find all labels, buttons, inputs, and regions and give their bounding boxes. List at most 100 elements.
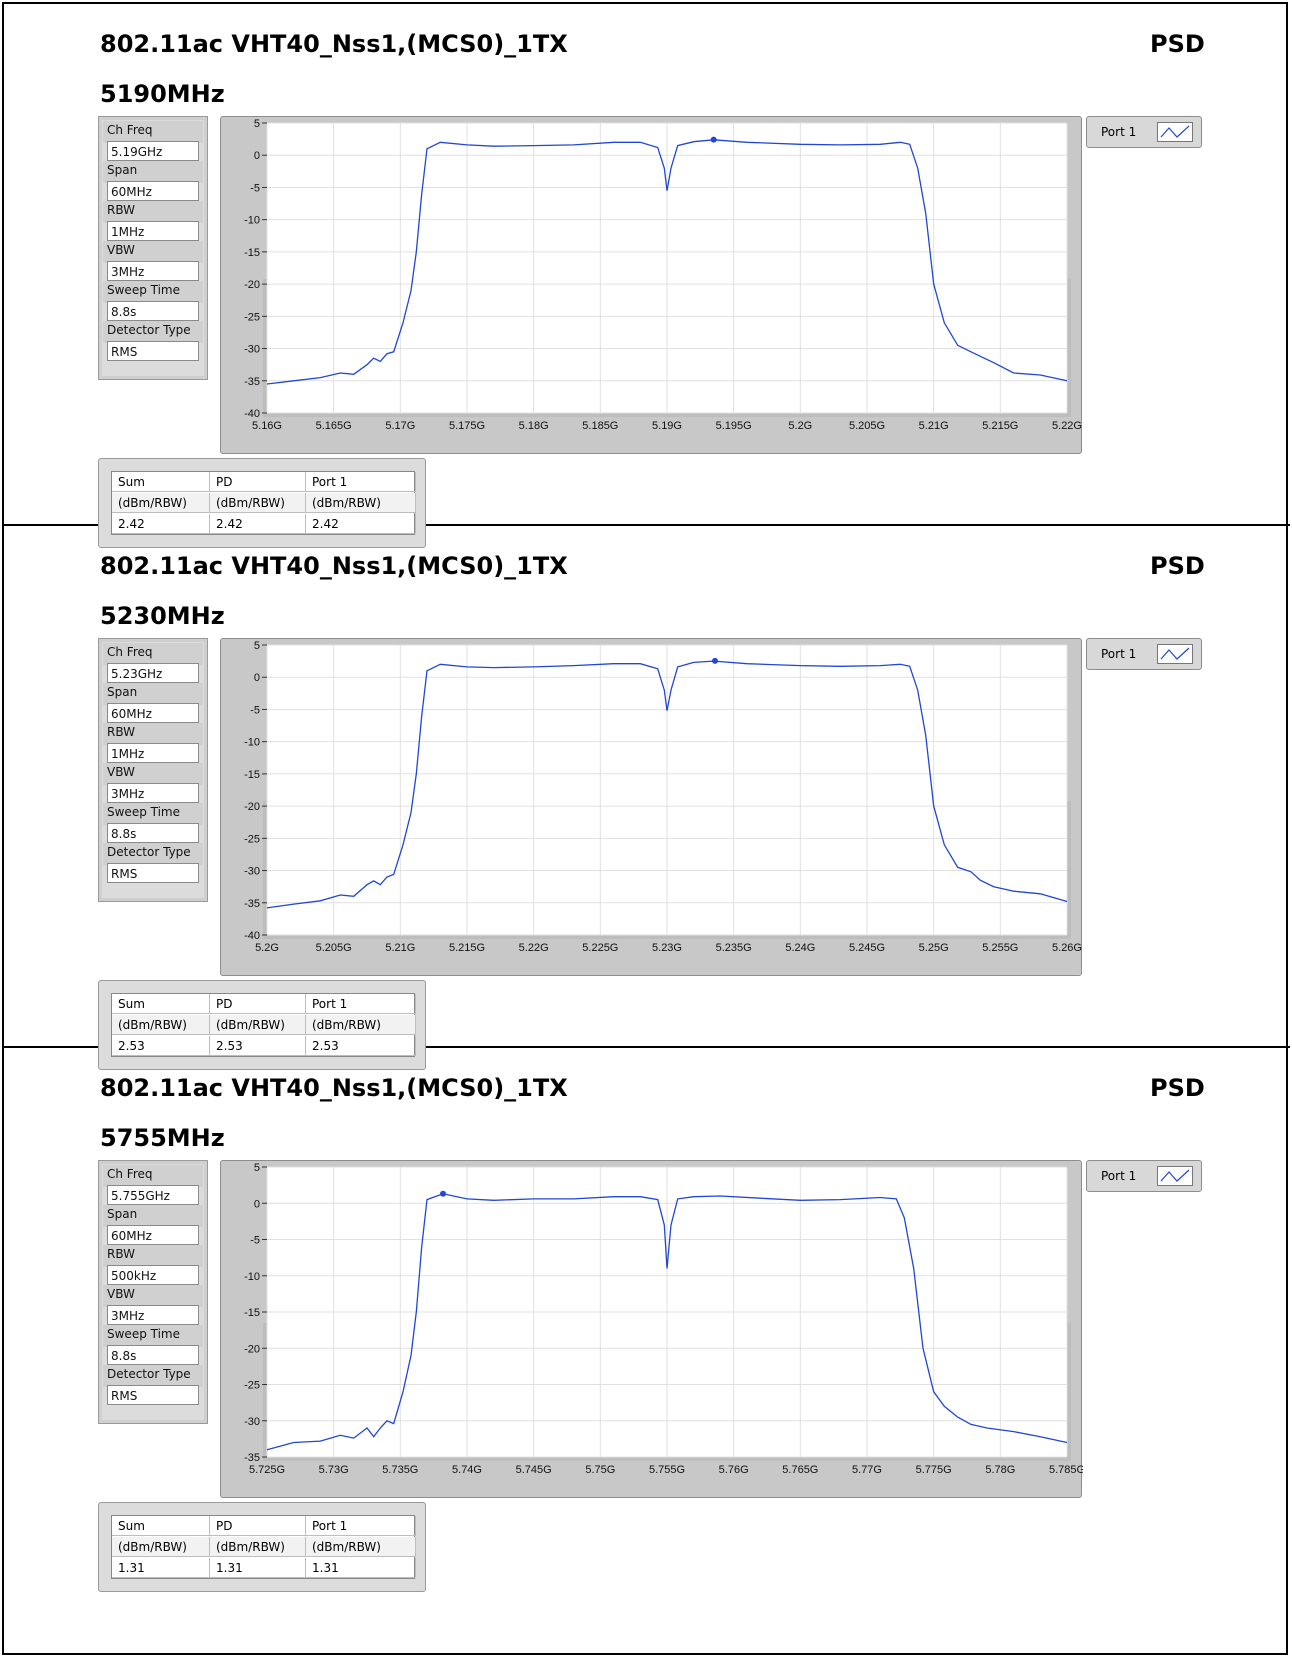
psd-graph: 5.2G 5.205G 5.21G 5.215G 5.22G 5.225G 5.23G 5.2… (220, 638, 1082, 976)
x-tick-label: 5.165G (316, 420, 352, 432)
table-cell: (dBm/RBW) (210, 493, 306, 513)
plot-legend[interactable]: Port 1 (1086, 638, 1202, 670)
panel-title: 802.11ac VHT40_Nss1,(MCS0)_1TX (100, 1074, 568, 1102)
peak-marker[interactable] (712, 657, 718, 664)
x-tick-label: 5.785G (1049, 1464, 1083, 1476)
psd-label: PSD (1150, 552, 1205, 580)
x-tick-label: 5.775G (916, 1464, 952, 1476)
y-tick-label: -5 (250, 704, 260, 716)
psd-graph: 5.725G 5.73G 5.735G 5.74G 5.745G 5.75G 5.755G 5… (220, 1160, 1083, 1498)
setting-value-field[interactable]: 5.755GHz (107, 1185, 199, 1205)
setting-label: Sweep Time (107, 1327, 180, 1341)
setting-value-field[interactable]: 8.8s (107, 301, 199, 321)
peak-marker[interactable] (710, 136, 717, 143)
table-cell: 2.53 (210, 1036, 306, 1056)
y-tick-label: -30 (244, 1416, 260, 1428)
settings-row-band (103, 763, 203, 785)
table-cell: (dBm/RBW) (112, 1537, 210, 1557)
peak-marker[interactable] (440, 1190, 446, 1197)
trace-style-icon[interactable] (1157, 122, 1193, 142)
setting-label: VBW (107, 765, 135, 779)
table-cell: PD (210, 1516, 306, 1536)
settings-row-band (103, 683, 203, 705)
setting-value-field[interactable]: 3MHz (107, 261, 199, 281)
frequency-label: 5190MHz (100, 80, 225, 108)
psd-plot-svg: 5.2G 5.205G 5.21G 5.215G 5.22G 5.225G 5.23G 5.2… (244, 640, 1082, 954)
results-grid: Sum PD Port 1 (dBm/RBW) (dBm/RBW) (dBm/RBW) 1.… (111, 1515, 416, 1579)
y-tick-label: -20 (244, 801, 260, 813)
x-tick-label: 5.205G (316, 942, 352, 954)
setting-value-field[interactable]: 60MHz (107, 703, 199, 723)
table-cell: 2.42 (112, 514, 210, 534)
trace-line-icon (1160, 125, 1190, 138)
setting-value-field[interactable]: 60MHz (107, 181, 199, 201)
x-tick-label: 5.2G (255, 942, 279, 954)
results-grid: Sum PD Port 1 (dBm/RBW) (dBm/RBW) (dBm/RBW) 2.… (111, 993, 416, 1057)
legend-label: Port 1 (1101, 125, 1137, 139)
setting-value-field[interactable]: 60MHz (107, 1225, 199, 1245)
x-tick-label: 5.21G (385, 942, 415, 954)
x-tick-label: 5.18G (519, 420, 549, 432)
y-tick-label: -35 (244, 376, 260, 388)
x-tick-label: 5.74G (452, 1464, 482, 1476)
table-cell: Port 1 (306, 994, 416, 1014)
x-tick-label: 5.17G (385, 420, 415, 432)
setting-label: RBW (107, 1247, 136, 1261)
table-cell: (dBm/RBW) (306, 493, 416, 513)
plot-legend[interactable]: Port 1 (1086, 116, 1202, 148)
psd-plot-svg: 5.725G 5.73G 5.735G 5.74G 5.745G 5.75G 5.755G 5… (244, 1162, 1083, 1476)
x-tick-label: 5.25G (919, 942, 949, 954)
table-cell: 1.31 (306, 1558, 416, 1578)
y-tick-label: -40 (244, 930, 260, 942)
x-tick-label: 5.735G (382, 1464, 418, 1476)
x-tick-label: 5.22G (1052, 420, 1082, 432)
setting-value-field[interactable]: 3MHz (107, 1305, 199, 1325)
y-tick-label: -40 (244, 408, 260, 420)
psd-trace (266, 139, 1068, 385)
table-cell: Sum (112, 994, 210, 1014)
setting-label: Span (107, 1207, 138, 1221)
y-tick-label: 0 (254, 672, 260, 684)
table-cell: 1.31 (112, 1558, 210, 1578)
setting-value-field[interactable]: 1MHz (107, 221, 199, 241)
x-tick-label: 5.195G (716, 420, 752, 432)
panel-title: 802.11ac VHT40_Nss1,(MCS0)_1TX (100, 30, 568, 58)
settings-row-band (103, 723, 203, 745)
measurement-panel: 802.11ac VHT40_Nss1,(MCS0)_1TX PSD 5190MHz… (4, 0, 1288, 548)
y-tick-label: 5 (254, 640, 260, 652)
setting-value-field[interactable]: 3MHz (107, 783, 199, 803)
table-cell: 2.42 (210, 514, 306, 534)
settings-row-band (103, 201, 203, 223)
table-cell: Sum (112, 472, 210, 492)
trace-style-icon[interactable] (1157, 644, 1193, 664)
setting-value-field[interactable]: 8.8s (107, 1345, 199, 1365)
x-tick-label: 5.19G (652, 420, 682, 432)
measurement-settings: Ch Freq 5.755GHz Span 60MHz RBW 500kHz VBW 3MHz… (98, 1160, 208, 1424)
x-tick-label: 5.225G (582, 942, 618, 954)
settings-row-band (103, 1365, 203, 1387)
setting-value-field[interactable]: 500kHz (107, 1265, 199, 1285)
setting-value-field[interactable]: 5.19GHz (107, 141, 199, 161)
trace-style-icon[interactable] (1157, 1166, 1193, 1186)
setting-value-field[interactable]: 8.8s (107, 823, 199, 843)
psd-graph: 5.16G 5.165G 5.17G 5.175G 5.18G 5.185G 5.19G 5.… (220, 116, 1082, 454)
setting-value-field[interactable]: RMS (107, 1385, 199, 1405)
settings-row-band (103, 843, 203, 865)
setting-value-field[interactable]: 5.23GHz (107, 663, 199, 683)
setting-value-field[interactable]: RMS (107, 863, 199, 883)
setting-value-field[interactable]: 1MHz (107, 743, 199, 763)
y-tick-label: -30 (244, 866, 260, 878)
y-tick-label: 5 (254, 118, 260, 130)
settings-row-band (103, 321, 203, 343)
table-cell: Sum (112, 1516, 210, 1536)
settings-row-band (103, 161, 203, 183)
y-tick-label: -25 (244, 1380, 260, 1392)
y-tick-label: -35 (244, 898, 260, 910)
setting-value-field[interactable]: RMS (107, 341, 199, 361)
results-table: Sum PD Port 1 (dBm/RBW) (dBm/RBW) (dBm/RBW) 2.… (98, 980, 426, 1070)
setting-label: VBW (107, 243, 135, 257)
measurement-panel: 802.11ac VHT40_Nss1,(MCS0)_1TX PSD 5230MHz… (4, 522, 1288, 1070)
y-tick-label: -25 (244, 833, 260, 845)
plot-legend[interactable]: Port 1 (1086, 1160, 1202, 1192)
x-tick-label: 5.21G (919, 420, 949, 432)
